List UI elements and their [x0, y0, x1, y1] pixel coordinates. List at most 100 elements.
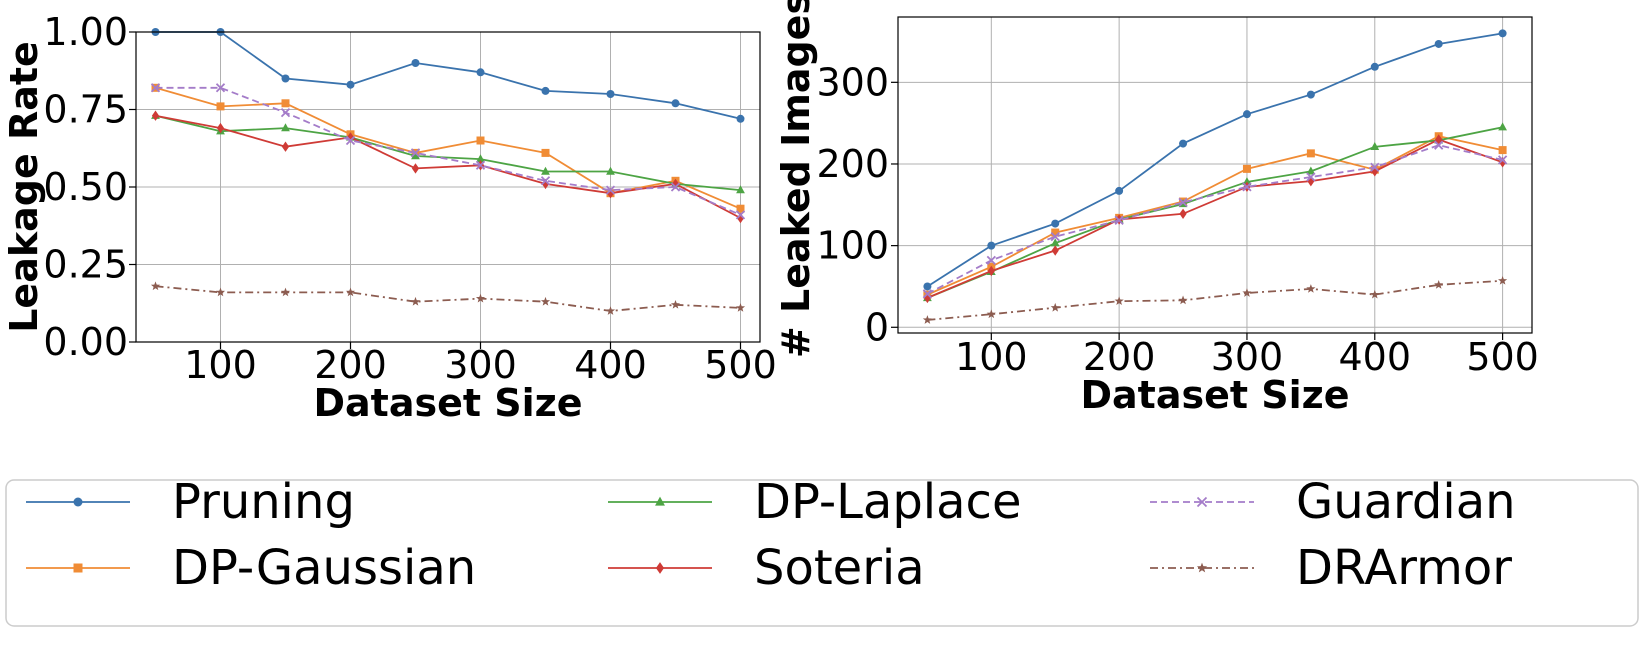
leaked-images-line-pruning — [926, 32, 1503, 288]
leaked-images-point-drarmor — [986, 309, 996, 319]
leaked-images-point-dp-laplace — [1370, 142, 1380, 151]
leakage-rate-point-guardian — [150, 83, 161, 93]
leaked-images-point-dp-gaussian — [1051, 228, 1060, 237]
legend-label-guardian: Guardian — [1296, 474, 1516, 530]
legend-marker-pruning — [73, 497, 83, 507]
leaked-images-point-soteria — [1435, 134, 1443, 145]
legend-marker-guardian — [1196, 496, 1208, 508]
leaked-images-point-pruning — [987, 241, 996, 250]
leaked-images-x-tick-label: 400 — [1339, 335, 1412, 379]
leaked-images-point-dp-laplace — [1306, 166, 1316, 175]
leaked-images-point-pruning — [1115, 186, 1124, 195]
leakage-rate-x-tick-label: 100 — [184, 343, 257, 387]
leaked-images-point-drarmor — [922, 315, 932, 324]
leakage-rate-point-dp-laplace — [411, 151, 420, 160]
leaked-images-y-tick-label: 0 — [865, 305, 889, 349]
leakage-rate-point-pruning — [541, 86, 550, 95]
leakage-rate-point-guardian — [410, 148, 421, 158]
leakage-rate-line-drarmor — [155, 285, 741, 312]
leakage-rate-point-pruning — [476, 68, 485, 77]
legend-marker-dp-gaussian — [73, 563, 83, 573]
leaked-images-point-soteria — [1307, 175, 1315, 187]
leaked-images-point-pruning — [1306, 90, 1315, 99]
leakage-rate-point-pruning — [281, 74, 290, 83]
leakage-rate-series-dp-gaussian — [151, 83, 745, 213]
leakage-rate-x-axis-label: Dataset Size — [313, 381, 582, 425]
leakage-rate-point-drarmor — [475, 293, 486, 303]
leakage-rate-point-dp-gaussian — [216, 102, 225, 111]
leakage-rate-y-tick-label: 1.00 — [43, 10, 128, 54]
leakage-rate-point-guardian — [605, 185, 616, 195]
leakage-rate-point-dp-gaussian — [736, 204, 745, 213]
leaked-images-x-tick-label: 500 — [1466, 335, 1539, 379]
leaked-images-point-dp-gaussian — [1242, 164, 1251, 173]
leakage-rate-point-dp-laplace — [606, 166, 615, 175]
leakage-rate-point-dp-gaussian — [541, 148, 550, 157]
leakage-rate-point-dp-laplace — [281, 123, 290, 132]
leakage-rate-point-soteria — [411, 163, 420, 174]
leaked-images-y-axis-label: # Leaked Images — [774, 0, 818, 358]
leakage-rate-point-soteria — [541, 178, 550, 190]
leakage-rate-line-pruning — [155, 31, 741, 120]
leakage-rate-point-dp-laplace — [541, 166, 550, 175]
leakage-rate-point-dp-gaussian — [476, 136, 485, 145]
leaked-images-point-pruning — [923, 282, 932, 291]
legend-label-soteria: Soteria — [754, 540, 925, 596]
legend-marker-soteria — [655, 562, 665, 574]
leakage-rate-point-guardian — [475, 160, 486, 170]
leakage-rate-x-tick-label: 400 — [574, 343, 647, 387]
leakage-rate-point-drarmor — [150, 281, 161, 291]
leakage-rate-point-dp-gaussian — [281, 99, 290, 108]
leakage-rate-series-guardian — [150, 83, 746, 220]
leakage-rate-point-guardian — [215, 83, 226, 93]
leaked-images-point-soteria — [987, 265, 995, 277]
legend-label-pruning: Pruning — [172, 474, 355, 530]
leakage-rate-point-pruning — [671, 99, 680, 108]
leakage-rate-x-tick-label: 300 — [444, 343, 517, 387]
legend-item-drarmor: DRArmor — [1150, 540, 1512, 596]
leaked-images-x-tick-label: 200 — [1083, 335, 1156, 379]
leakage-rate-ticks: 100 200 300 400 500 0.00 0.25 0.50 0.75 1.00 — [43, 10, 776, 387]
leaked-images-point-dp-gaussian — [1306, 149, 1315, 158]
leaked-images-series-pruning — [923, 29, 1507, 291]
leakage-rate-point-guardian — [540, 176, 551, 186]
leaked-images-point-drarmor — [1242, 288, 1252, 297]
leakage-rate-point-drarmor — [540, 296, 551, 306]
leaked-images-point-guardian — [1497, 155, 1508, 165]
leakage-rate-y-tick-label: 0.50 — [43, 165, 128, 209]
legend-item-pruning: Pruning — [26, 474, 355, 530]
legend-marker-drarmor — [1196, 562, 1208, 573]
leaked-images-y-tick-label: 200 — [816, 142, 889, 186]
leaked-images-y-tick-label: 300 — [816, 60, 889, 104]
leakage-rate-series-soteria — [151, 110, 745, 224]
legend: Pruning DP-Gaussian DP-Laplace Soteria Guard… — [5, 474, 1639, 627]
leakage-rate-line-soteria — [155, 114, 741, 219]
leakage-rate-series-pruning — [151, 28, 745, 123]
leakage-rate-point-drarmor — [670, 300, 681, 309]
leaked-images-x-axis-label: Dataset Size — [1080, 373, 1349, 417]
legend-item-dp-gaussian: DP-Gaussian — [26, 540, 476, 596]
leakage-rate-point-soteria — [281, 141, 290, 152]
leakage-rate-point-drarmor — [735, 303, 746, 312]
leaked-images-line-guardian — [926, 144, 1503, 295]
leaked-images-point-dp-laplace — [1242, 177, 1252, 186]
leaked-images-plot-frame — [897, 16, 1533, 334]
leaked-images-point-pruning — [1370, 62, 1379, 71]
leaked-images-point-soteria — [1499, 157, 1507, 168]
leaked-images-point-pruning — [1179, 139, 1188, 148]
leakage-rate-series-dp-laplace — [151, 110, 745, 194]
leaked-images-x-tick-label: 100 — [955, 335, 1028, 379]
leakage-rate-point-soteria — [216, 122, 225, 134]
leaked-images-line-drarmor — [927, 279, 1503, 321]
leakage-rate-point-drarmor — [215, 287, 226, 297]
legend-box — [5, 479, 1639, 627]
leaked-images-series-soteria — [923, 134, 1507, 304]
leakage-rate-line-dp-gaussian — [155, 86, 741, 210]
legend-label-dp-gaussian: DP-Gaussian — [172, 540, 476, 596]
leakage-rate-grid — [136, 31, 760, 343]
leaked-images-line-soteria — [927, 138, 1503, 299]
leakage-rate-point-guardian — [670, 182, 681, 192]
leakage-rate-point-pruning — [411, 59, 420, 67]
leaked-images-point-guardian — [1434, 140, 1444, 150]
